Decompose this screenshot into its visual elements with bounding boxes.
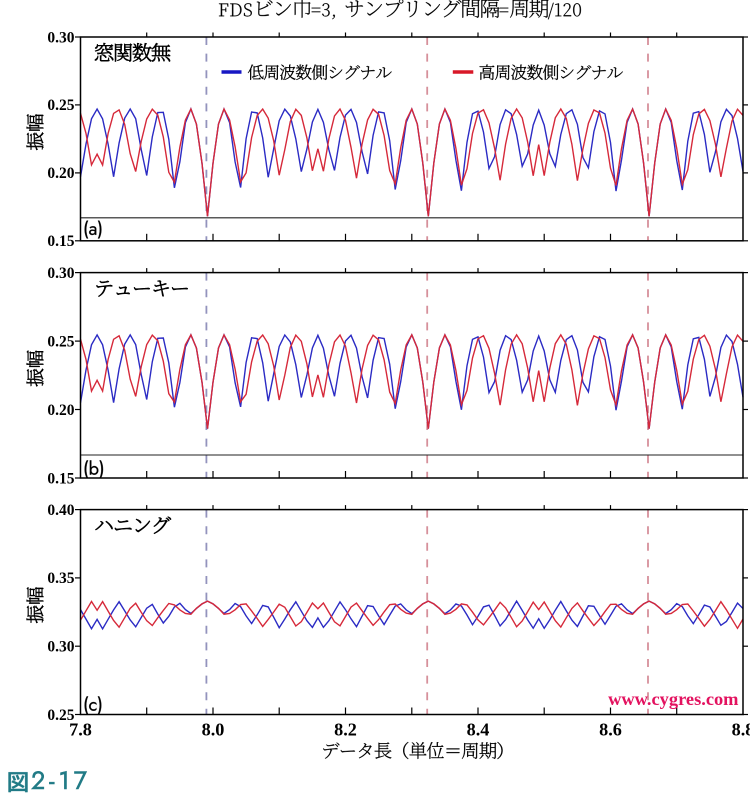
svg-text:0.35: 0.35 (47, 570, 74, 587)
svg-text:0.30: 0.30 (47, 265, 74, 282)
svg-text:7.8: 7.8 (69, 720, 92, 740)
svg-text:0.15: 0.15 (47, 470, 74, 487)
svg-text:0.20: 0.20 (47, 165, 74, 182)
svg-text:8.6: 8.6 (599, 720, 622, 740)
svg-text:0.25: 0.25 (47, 97, 74, 114)
svg-text:www.cygres.com: www.cygres.com (608, 689, 738, 709)
svg-text:0.40: 0.40 (47, 502, 74, 519)
svg-text:8.4: 8.4 (467, 720, 490, 740)
svg-text:0.30: 0.30 (47, 639, 74, 656)
svg-text:8.2: 8.2 (334, 720, 357, 740)
svg-text:0.30: 0.30 (47, 29, 74, 46)
svg-text:8.8: 8.8 (732, 720, 750, 740)
svg-text:0.25: 0.25 (47, 707, 74, 724)
svg-text:8.0: 8.0 (202, 720, 225, 740)
svg-text:0.20: 0.20 (47, 402, 74, 419)
svg-text:0.25: 0.25 (47, 333, 74, 350)
svg-text:0.15: 0.15 (47, 233, 74, 250)
